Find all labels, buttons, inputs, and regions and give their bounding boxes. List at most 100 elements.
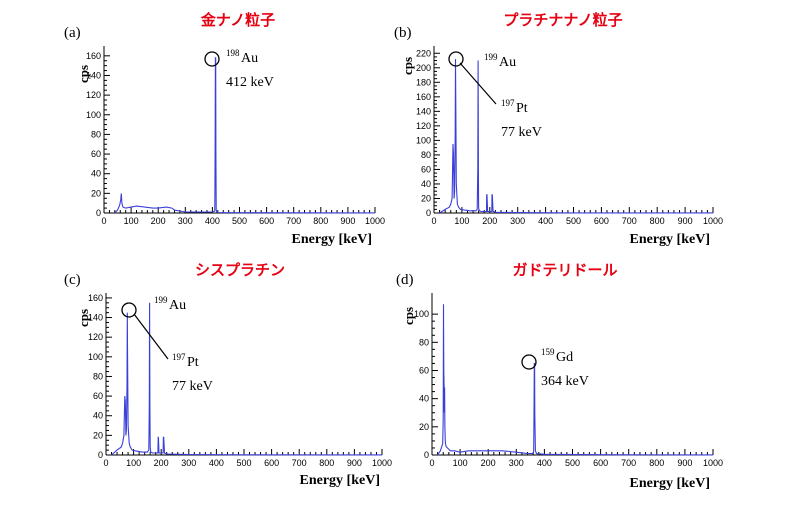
y-tick-label: 60 [419,365,429,375]
x-axis-label: Energy [keV] [630,232,711,247]
peak-circle-marker [121,302,137,318]
x-tick-label: 1000 [703,216,723,226]
y-tick-label: 0 [98,450,103,460]
y-tick-label: 20 [93,430,103,440]
x-tick-label: 100 [126,458,141,468]
y-tick-label: 20 [419,422,429,432]
y-tick-label: 140 [86,70,101,80]
isotope-mass-number: 159 [541,347,555,357]
x-tick-label: 700 [621,458,636,468]
isotope-symbol: Au [499,55,516,70]
x-tick-label: 400 [537,458,552,468]
x-tick-label: 700 [286,216,301,226]
x-axis-label: Energy [keV] [292,232,373,247]
x-tick-label: 1000 [703,458,723,468]
y-tick-label: 80 [421,150,431,160]
x-tick-label: 700 [622,216,637,226]
y-tick-label: 60 [93,391,103,401]
y-tick-label: 40 [421,179,431,189]
spectrum-series-line [439,59,713,214]
x-tick-label: 900 [347,458,362,468]
peak-circle-marker [204,51,220,67]
panel-label: (b) [394,25,412,41]
x-tick-label: 200 [482,216,497,226]
x-tick-label: 600 [594,216,609,226]
y-tick-label: 20 [421,193,431,203]
x-tick-label: 300 [510,216,525,226]
x-tick-label: 200 [154,458,169,468]
y-axis-label: cps [401,307,416,325]
x-tick-label: 0 [101,216,106,226]
y-tick-label: 160 [88,293,103,303]
y-tick-label: 220 [416,48,431,58]
y-tick-label: 60 [91,149,101,159]
x-tick-label: 800 [313,216,328,226]
x-tick-label: 700 [292,458,307,468]
isotope-symbol: Pt [187,355,199,370]
y-tick-label: 80 [93,371,103,381]
x-tick-label: 200 [151,216,166,226]
y-axis-label: cps [400,57,415,75]
x-tick-label: 100 [454,216,469,226]
peak-energy-label: 77 keV [172,379,213,394]
y-tick-label: 0 [424,450,429,460]
y-tick-label: 140 [88,313,103,323]
x-tick-label: 600 [593,458,608,468]
x-tick-label: 300 [181,458,196,468]
y-tick-label: 120 [88,332,103,342]
y-tick-label: 100 [86,110,101,120]
y-tick-label: 120 [86,90,101,100]
chart-panel-3: シスプラチン (c) 0 100 200 300 400 500 600 700 800 900 100… [64,261,392,488]
isotope-symbol: Pt [516,101,528,116]
x-tick-label: 800 [649,458,664,468]
x-tick-label: 900 [678,216,693,226]
x-tick-label: 300 [178,216,193,226]
isotope-mass-number: 197 [172,352,186,362]
y-axis-label: cps [76,309,91,327]
x-tick-label: 100 [453,458,468,468]
x-tick-label: 500 [566,216,581,226]
y-axis-label: cps [76,65,91,83]
x-tick-label: 500 [236,458,251,468]
peak-leader-line [459,62,497,105]
y-tick-label: 180 [416,77,431,87]
y-tick-label: 40 [91,169,101,179]
isotope-symbol: Gd [556,350,573,365]
isotope-mass-number: 199 [154,295,168,305]
peak-energy-label: 412 keV [226,75,274,90]
peak-circle-marker [521,354,537,370]
y-tick-label: 60 [421,164,431,174]
y-tick-label: 100 [88,352,103,362]
x-tick-label: 900 [340,216,355,226]
x-tick-label: 400 [538,216,553,226]
x-tick-label: 400 [209,458,224,468]
x-tick-label: 0 [431,216,436,226]
isotope-mass-number: 198 [226,48,240,58]
chart-panel-2: プラチナナノ粒子(b)0 100 200 300 400 500 600 700 800 900 1… [394,11,723,247]
y-tick-label: 160 [86,51,101,61]
y-tick-label: 80 [91,129,101,139]
peak-energy-label: 77 keV [501,125,542,140]
y-tick-label: 140 [416,106,431,116]
y-tick-label: 0 [96,208,101,218]
y-tick-label: 80 [419,337,429,347]
x-tick-label: 800 [319,458,334,468]
y-tick-label: 160 [416,92,431,102]
chart-title: プラチナナノ粒子 [503,11,622,29]
chart-panel-1: 金ナノ粒子(a)0 100 200 300 400 500 600 700 800 900 1000… [64,11,385,247]
chart-title: ガドテリドール [512,261,617,279]
panel-label: (a) [64,25,81,41]
x-tick-label: 0 [429,458,434,468]
chart-title: シスプラチン [195,261,285,279]
spectrum-series-line [437,304,714,456]
isotope-mass-number: 197 [501,98,515,108]
x-tick-label: 200 [481,458,496,468]
spectrum-series-line [111,302,383,456]
panel-label: (c) [64,272,81,288]
x-tick-label: 600 [264,458,279,468]
y-tick-label: 120 [416,121,431,131]
isotope-symbol: Au [169,298,186,313]
x-tick-label: 500 [565,458,580,468]
y-tick-label: 40 [93,411,103,421]
x-axis-label: Energy [keV] [300,473,381,488]
